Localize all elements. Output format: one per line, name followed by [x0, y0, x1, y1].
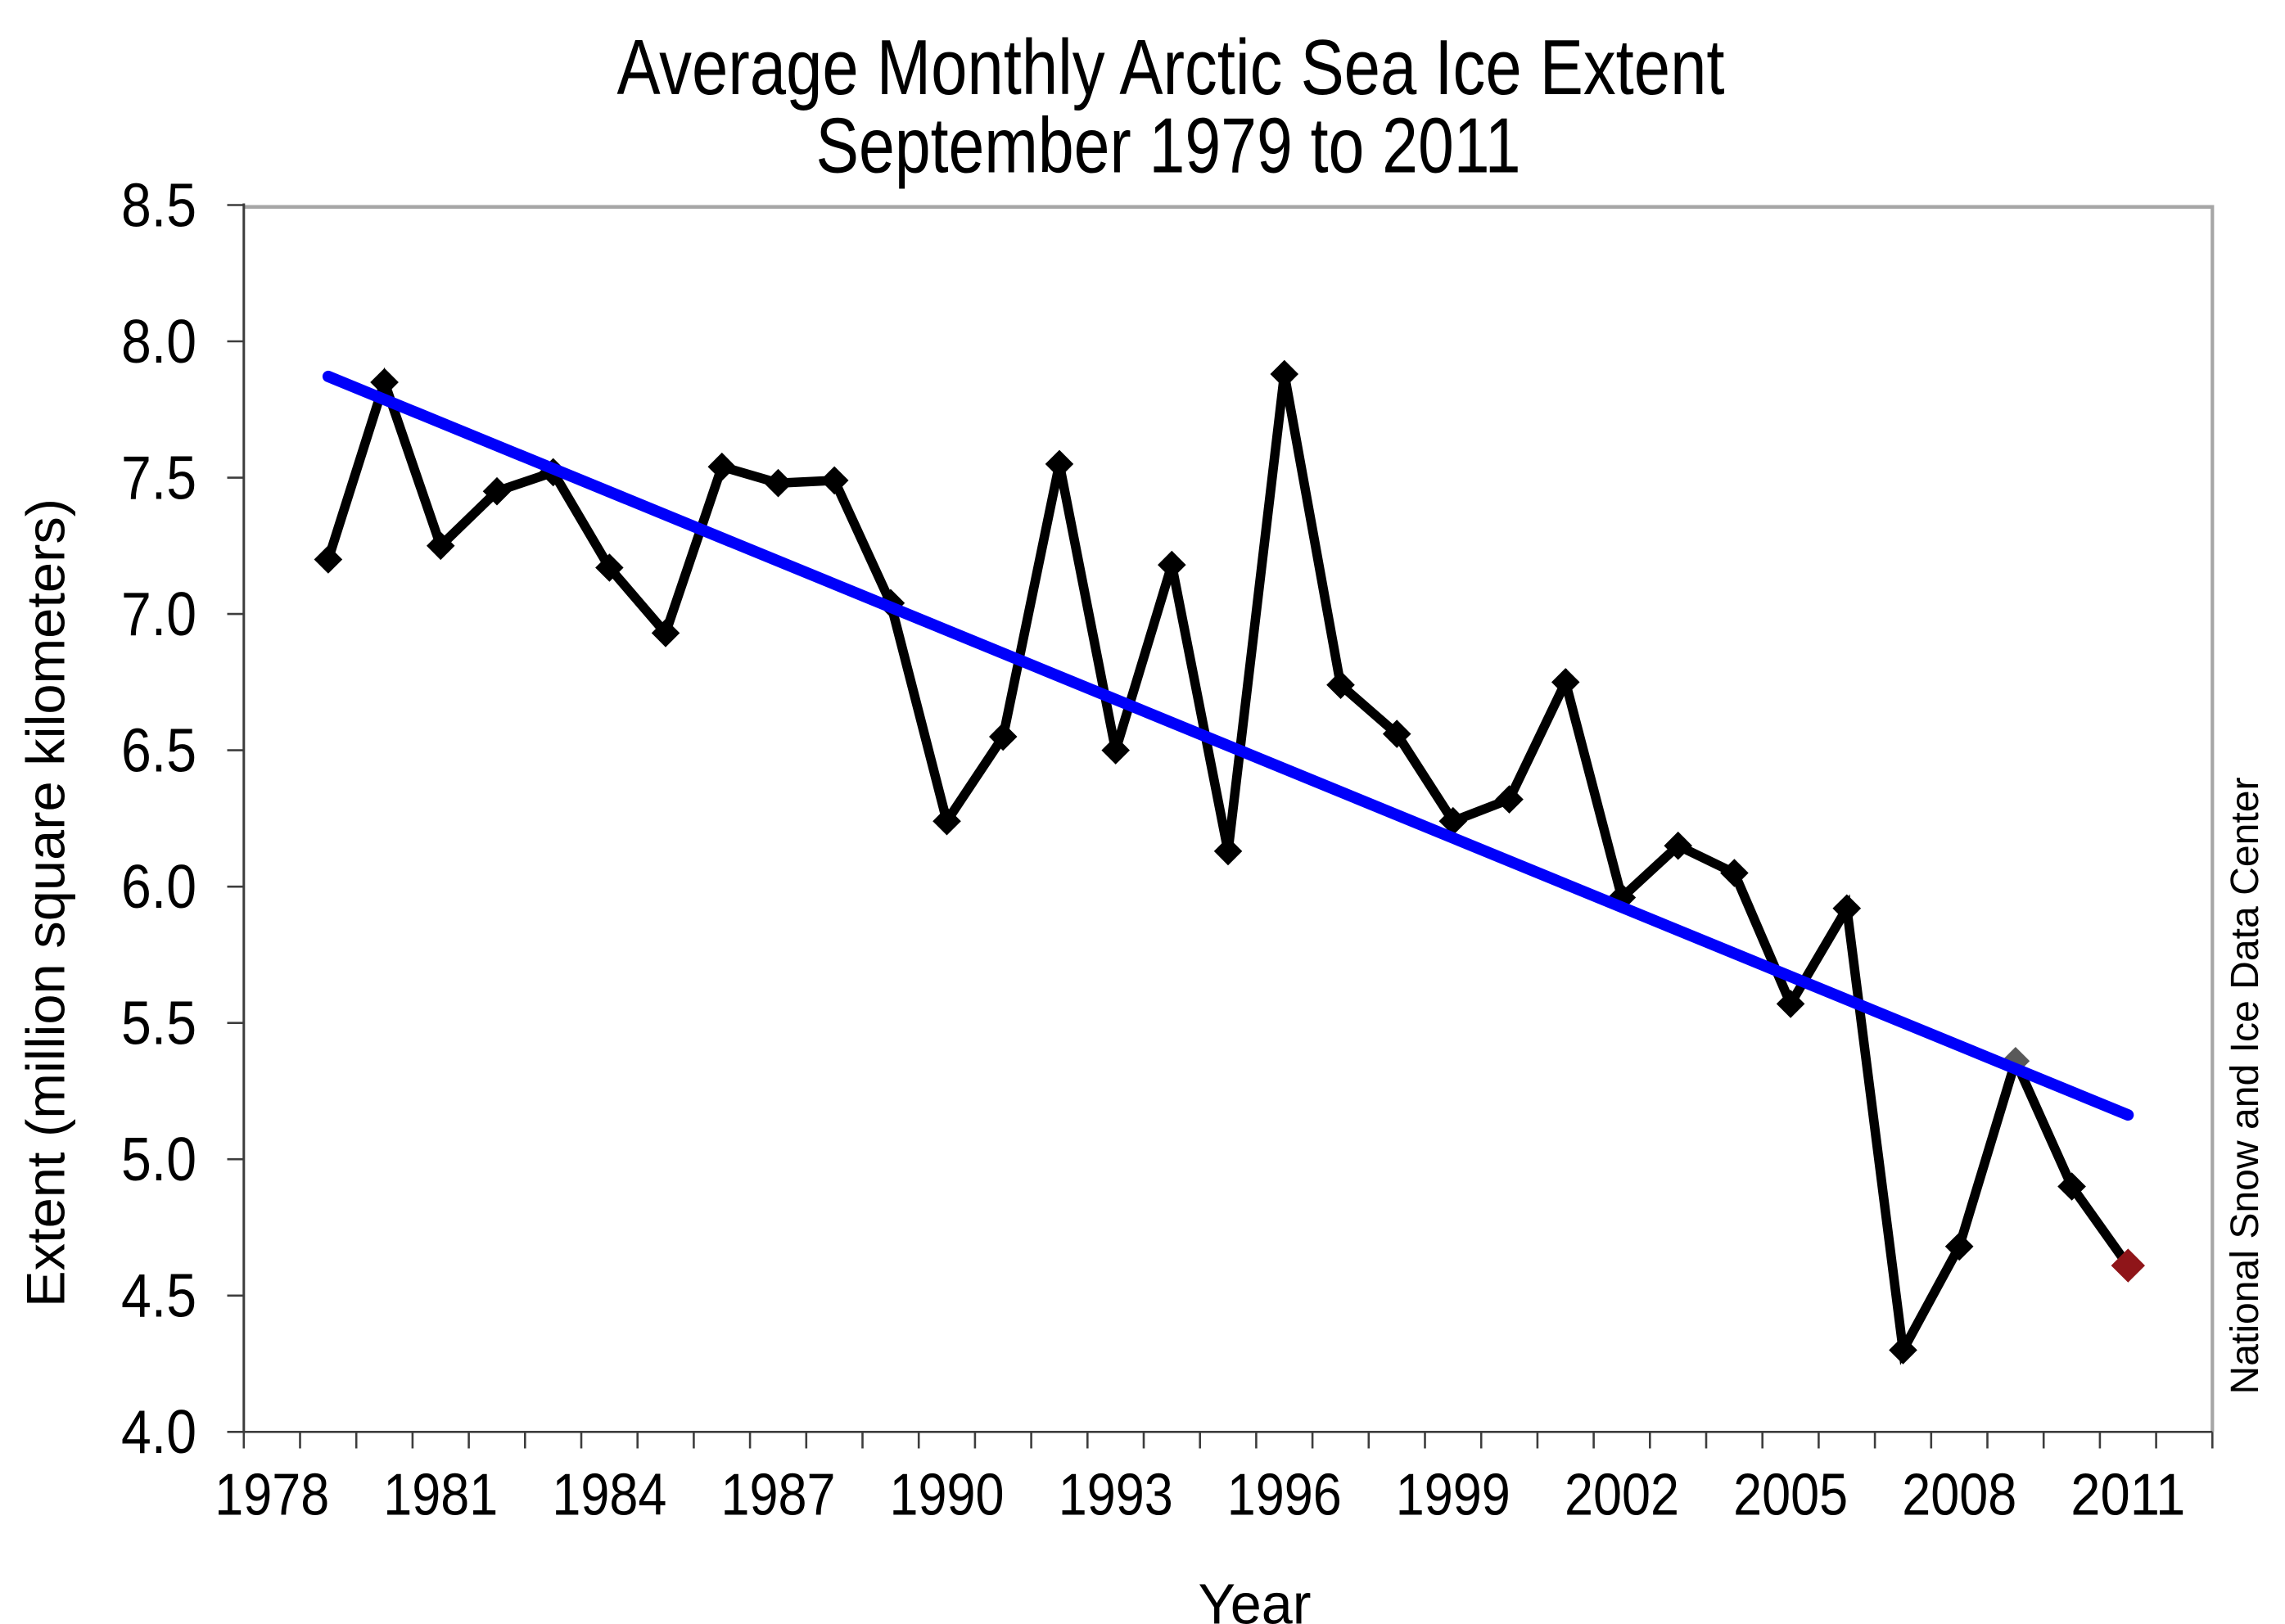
svg-text:Year: Year — [1199, 1572, 1312, 1624]
svg-text:8.0: 8.0 — [121, 307, 196, 376]
svg-text:September 1979 to 2011: September 1979 to 2011 — [816, 102, 1521, 189]
svg-text:2002: 2002 — [1565, 1463, 1679, 1528]
svg-text:1993: 1993 — [1059, 1463, 1173, 1528]
svg-text:2011: 2011 — [2070, 1463, 2185, 1528]
svg-text:2008: 2008 — [1902, 1463, 2016, 1528]
svg-text:4.5: 4.5 — [121, 1261, 196, 1330]
svg-text:2005: 2005 — [1733, 1463, 1848, 1528]
svg-text:1990: 1990 — [890, 1463, 1005, 1528]
svg-text:1996: 1996 — [1227, 1463, 1342, 1528]
svg-text:1978: 1978 — [215, 1463, 329, 1528]
svg-text:8.5: 8.5 — [121, 170, 196, 239]
svg-text:1987: 1987 — [721, 1463, 836, 1528]
svg-text:1984: 1984 — [552, 1463, 666, 1528]
svg-text:1999: 1999 — [1396, 1463, 1511, 1528]
svg-text:National Snow and Ice Data Cen: National Snow and Ice Data Center — [2224, 777, 2267, 1394]
svg-text:1981: 1981 — [383, 1463, 498, 1528]
svg-text:7.5: 7.5 — [121, 443, 196, 512]
svg-text:Average Monthly Arctic Sea Ice: Average Monthly Arctic Sea Ice Extent — [617, 25, 1725, 111]
svg-text:4.0: 4.0 — [121, 1397, 196, 1466]
svg-text:6.0: 6.0 — [121, 852, 196, 921]
svg-text:Extent (million square kilomet: Extent (million square kilometers) — [15, 498, 75, 1307]
svg-text:5.0: 5.0 — [121, 1125, 196, 1193]
svg-text:7.0: 7.0 — [121, 580, 196, 648]
svg-text:5.5: 5.5 — [121, 989, 196, 1058]
svg-text:6.5: 6.5 — [121, 715, 196, 784]
